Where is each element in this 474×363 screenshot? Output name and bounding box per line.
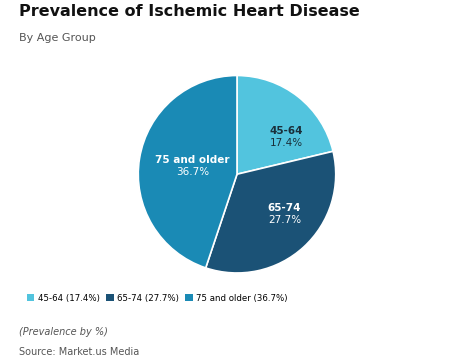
Text: 75 and older: 75 and older bbox=[155, 155, 230, 166]
Text: By Age Group: By Age Group bbox=[19, 33, 96, 43]
Text: Prevalence of Ischemic Heart Disease: Prevalence of Ischemic Heart Disease bbox=[19, 4, 360, 19]
Text: 27.7%: 27.7% bbox=[268, 215, 301, 225]
Text: Source: Market.us Media: Source: Market.us Media bbox=[19, 347, 139, 357]
Text: 36.7%: 36.7% bbox=[176, 167, 209, 177]
Text: 17.4%: 17.4% bbox=[270, 138, 303, 148]
Wedge shape bbox=[138, 76, 237, 268]
Text: 65-74: 65-74 bbox=[268, 203, 301, 213]
Wedge shape bbox=[237, 76, 333, 174]
Text: 45-64: 45-64 bbox=[270, 126, 303, 136]
Text: (Prevalence by %): (Prevalence by %) bbox=[19, 327, 108, 337]
Wedge shape bbox=[206, 151, 336, 273]
Legend: 45-64 (17.4%), 65-74 (27.7%), 75 and older (36.7%): 45-64 (17.4%), 65-74 (27.7%), 75 and old… bbox=[23, 290, 291, 306]
